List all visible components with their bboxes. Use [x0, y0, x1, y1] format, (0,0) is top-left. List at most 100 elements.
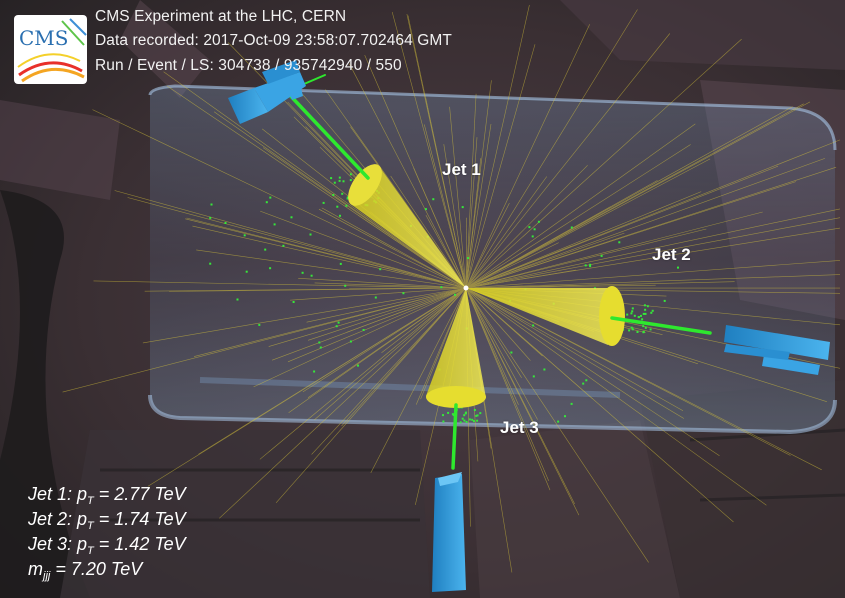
hit-dot — [210, 203, 213, 206]
hit-dot — [346, 197, 349, 200]
track-line — [465, 44, 536, 289]
track-line — [302, 287, 467, 393]
jet-cone-3 — [426, 288, 486, 408]
hit-dot — [301, 271, 304, 274]
hit-dot — [633, 314, 636, 317]
hit-dot — [637, 316, 640, 318]
track-line — [465, 9, 638, 289]
hit-dot — [313, 370, 316, 373]
track-line — [465, 287, 734, 523]
hit-dot — [374, 296, 377, 299]
track-line — [321, 207, 467, 289]
track-line — [213, 111, 467, 289]
track-line — [424, 124, 467, 289]
hit-dot — [644, 326, 647, 329]
track-line — [311, 287, 467, 455]
track-line — [288, 287, 467, 413]
track-line — [92, 109, 467, 289]
hit-dot — [589, 263, 592, 266]
hit-dot — [471, 418, 474, 421]
hit-dot — [510, 351, 513, 354]
track-line — [259, 287, 467, 460]
track-line — [391, 12, 467, 289]
hit-dot — [346, 196, 349, 199]
hit-dot — [643, 304, 646, 307]
track-line — [465, 123, 696, 289]
track-line — [406, 14, 467, 289]
track-line — [465, 228, 707, 289]
hit-dot — [345, 204, 348, 207]
track-line — [147, 287, 467, 487]
track-line — [127, 197, 467, 289]
track-line — [287, 287, 467, 363]
muon-chamber-bottom — [432, 472, 466, 592]
hit-dot — [476, 414, 479, 417]
track-line — [465, 38, 742, 289]
track-line — [341, 287, 467, 427]
track-line — [465, 80, 492, 289]
hit-dot — [631, 310, 634, 313]
track-line — [306, 287, 467, 323]
hit-dot — [650, 311, 653, 314]
hit-dot — [570, 226, 573, 229]
hit-dot — [245, 270, 248, 273]
track-line — [465, 176, 548, 289]
hit-dot — [467, 257, 469, 260]
hit-dot — [336, 205, 339, 208]
track-line — [465, 4, 530, 289]
hit-dot — [269, 196, 272, 199]
track-line — [465, 93, 477, 289]
track-line — [465, 165, 779, 289]
track-line — [346, 287, 467, 333]
hit-dot — [582, 382, 585, 385]
hit-dot — [282, 244, 285, 247]
hit-dot — [473, 409, 476, 411]
hit-dot — [533, 228, 536, 231]
hit-dot — [236, 298, 239, 301]
track-line — [260, 210, 467, 289]
hit-dot — [584, 264, 587, 267]
hit-dot — [224, 222, 227, 224]
hit-dot — [589, 265, 592, 268]
hit-dot — [269, 267, 272, 270]
hit-dot — [362, 329, 365, 331]
hit-dot — [442, 414, 444, 417]
hit-dot — [273, 223, 276, 226]
hit-dot — [636, 331, 639, 333]
hit-dot — [379, 268, 382, 271]
track-line — [142, 287, 467, 344]
hit-dot — [258, 323, 261, 326]
track-line — [253, 287, 467, 388]
track-line — [465, 284, 600, 289]
hit-dot — [243, 234, 246, 237]
track-line — [465, 181, 796, 289]
track-line — [62, 287, 467, 393]
jet-cone-1 — [348, 164, 466, 288]
hit-dot — [402, 292, 405, 295]
hit-dot — [338, 176, 341, 179]
hit-dot — [357, 364, 359, 367]
jet-label-2: Jet 2 — [652, 245, 691, 264]
track-line — [465, 232, 625, 289]
summary-jet2-pt: Jet 2: pT = 1.74 TeV — [28, 509, 186, 532]
track-line — [465, 191, 702, 289]
hit-dot — [640, 314, 642, 317]
track-line — [465, 202, 510, 289]
hit-dot — [339, 214, 341, 217]
hit-dot — [209, 262, 212, 265]
track-line — [465, 287, 519, 405]
hit-dot — [349, 179, 352, 182]
hit-dot — [528, 226, 531, 229]
hit-dot — [644, 308, 647, 311]
hit-dot — [531, 235, 534, 238]
hit-dot — [649, 328, 652, 331]
hit-dot — [464, 412, 467, 415]
track-line — [166, 85, 467, 289]
track-lines — [62, 4, 841, 573]
hit-dot — [628, 329, 631, 332]
hit-dot — [642, 312, 645, 315]
hit-dot — [292, 301, 295, 303]
hit-dot — [631, 307, 634, 310]
